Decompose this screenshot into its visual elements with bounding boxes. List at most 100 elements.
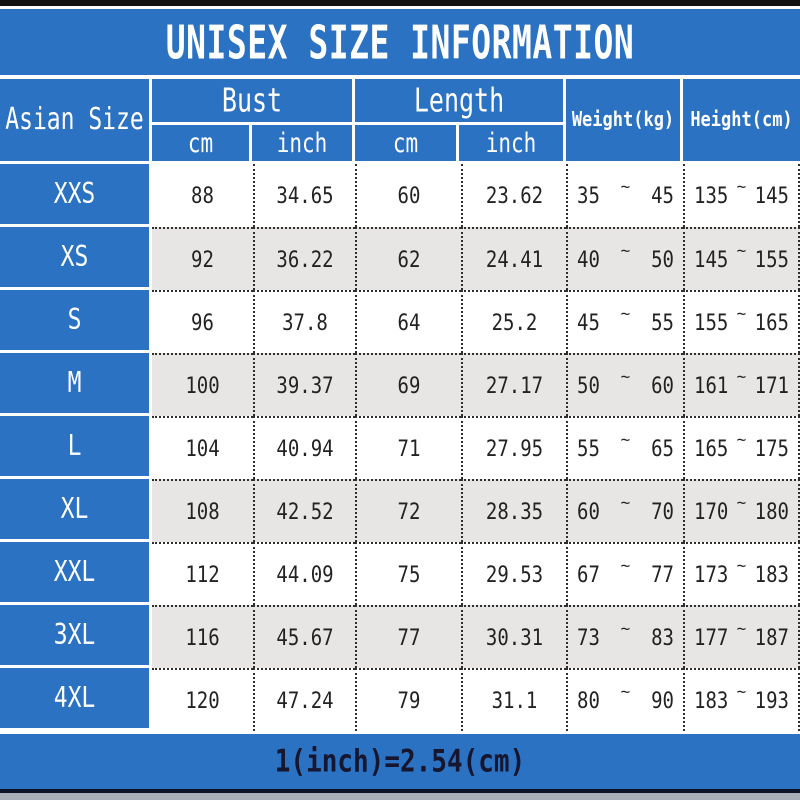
weight-min: 67 [577, 561, 600, 588]
header-length: Length [355, 79, 563, 122]
header-length-inch-label: inch [485, 128, 537, 158]
height-max: 171 [754, 372, 789, 399]
header-bust-group: Bust cm inch [152, 79, 355, 164]
bust-cm-value: 116 [152, 605, 253, 668]
length-inch-value: 28.35 [461, 479, 566, 542]
bust-cm-value: 108 [152, 479, 253, 542]
header-asian-size: Asian Size [0, 79, 152, 164]
weight-min: 35 [577, 182, 600, 209]
bust-cm-value-text: 88 [191, 182, 214, 209]
page-title: UNISEX SIZE INFORMATION [165, 14, 635, 70]
tilde-icon: ~ [736, 177, 747, 196]
size-label-text: XXS [53, 177, 96, 211]
header-bust-label: Bust [221, 81, 283, 120]
header-length-cm-label: cm [392, 128, 419, 158]
header-divider [0, 75, 800, 79]
bust-inch-value-text: 39.37 [276, 372, 334, 399]
length-cm-value: 69 [355, 353, 461, 416]
size-label-text: 3XL [53, 618, 96, 652]
length-inch-value-text: 23.62 [485, 182, 544, 209]
height-range: 183 ~193 [683, 668, 800, 731]
bust-inch-value-text: 47.24 [276, 687, 334, 714]
bust-cm-value: 88 [152, 164, 253, 227]
conversion-note: 1(inch)=2.54(cm) [274, 743, 526, 780]
header-length-label: Length [413, 81, 505, 120]
tilde-icon: ~ [736, 619, 747, 638]
weight-min: 60 [577, 498, 600, 525]
length-cm-value-text: 62 [397, 246, 421, 273]
height-max: 155 [754, 246, 789, 273]
height-range: 173 ~183 [683, 542, 800, 605]
weight-min: 80 [577, 687, 600, 714]
bust-inch-value-text: 40.94 [276, 435, 334, 462]
bust-inch-value: 34.65 [253, 164, 355, 227]
length-cm-value-text: 69 [397, 372, 421, 399]
header-weight-label: Weight(kg) [571, 108, 675, 132]
bust-cm-value-text: 112 [185, 561, 220, 588]
tilde-icon: ~ [736, 367, 747, 386]
bust-cm-value: 112 [152, 542, 253, 605]
length-inch-value: 31.1 [461, 668, 566, 731]
length-inch-value-text: 28.35 [485, 498, 544, 525]
tilde-icon: ~ [736, 493, 747, 512]
height-max: 175 [754, 435, 789, 462]
header-bust-inch: inch [252, 125, 352, 161]
header-length-cm: cm [355, 125, 459, 161]
bust-cm-value: 120 [152, 668, 253, 731]
length-inch-value: 27.95 [461, 416, 566, 479]
height-min: 165 [694, 435, 729, 462]
bust-cm-value-text: 96 [191, 309, 214, 336]
bust-inch-value-text: 34.65 [276, 182, 334, 209]
weight-range: 67 ~77 [566, 542, 683, 605]
tilde-icon: ~ [620, 367, 631, 386]
tilde-icon: ~ [620, 177, 631, 196]
height-range: 177 ~187 [683, 605, 800, 668]
height-max: 187 [754, 624, 789, 651]
weight-min: 40 [577, 246, 600, 273]
header-asian-size-label: Asian Size [5, 103, 144, 137]
bust-cm-value: 96 [152, 290, 253, 353]
size-row-label: XL [0, 479, 152, 542]
weight-max: 77 [651, 561, 674, 588]
height-range: 155 ~165 [683, 290, 800, 353]
weight-min: 73 [577, 624, 600, 651]
height-min: 183 [694, 687, 729, 714]
length-inch-value: 23.62 [461, 164, 566, 227]
size-label-text: S [67, 303, 82, 337]
size-row-label: XXL [0, 542, 152, 605]
size-label-text: 4XL [53, 681, 96, 715]
weight-min: 55 [577, 435, 600, 462]
bust-cm-value: 100 [152, 353, 253, 416]
tilde-icon: ~ [620, 430, 631, 449]
bust-inch-value: 36.22 [253, 227, 355, 290]
weight-min: 45 [577, 309, 600, 336]
length-cm-value: 79 [355, 668, 461, 731]
header-weight: Weight(kg) [566, 79, 683, 164]
size-row-label: M [0, 353, 152, 416]
length-inch-value: 24.41 [461, 227, 566, 290]
bust-inch-value-text: 45.67 [276, 624, 334, 651]
weight-range: 35 ~45 [566, 164, 683, 227]
size-label-text: XS [60, 240, 89, 274]
length-cm-value: 75 [355, 542, 461, 605]
tilde-icon: ~ [736, 304, 747, 323]
tilde-icon: ~ [736, 430, 747, 449]
weight-max: 90 [651, 687, 674, 714]
length-inch-value-text: 25.2 [491, 309, 538, 336]
height-range: 135 ~145 [683, 164, 800, 227]
weight-range: 45 ~55 [566, 290, 683, 353]
size-row-label: L [0, 416, 152, 479]
height-min: 145 [694, 246, 729, 273]
length-cm-value: 77 [355, 605, 461, 668]
header-height: Height(cm) [683, 79, 800, 164]
header-bust-units: cm inch [152, 122, 352, 161]
weight-max: 45 [651, 182, 674, 209]
header-bust-inch-label: inch [276, 128, 328, 158]
bust-inch-value-text: 36.22 [276, 246, 334, 273]
bust-cm-value-text: 92 [191, 246, 214, 273]
size-label-text: XL [60, 492, 89, 526]
size-label-text: XXL [53, 555, 96, 589]
bust-inch-value: 47.24 [253, 668, 355, 731]
length-inch-value: 25.2 [461, 290, 566, 353]
length-inch-value-text: 31.1 [491, 687, 538, 714]
